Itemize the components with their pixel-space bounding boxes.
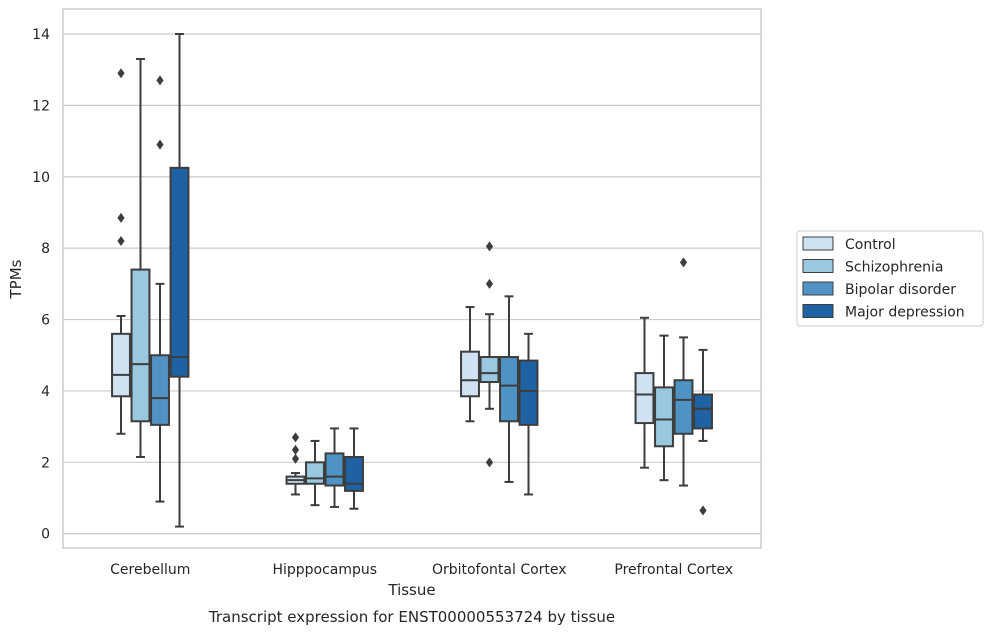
box-group [693,348,713,516]
outlier-point [291,453,300,464]
x-tick-label: Orbitofontal Cortex [432,562,567,578]
outlier-point [291,444,300,455]
outlier-point [291,432,300,443]
plot-frame [62,8,762,549]
legend-swatch [802,236,834,251]
outlier-point [699,505,707,516]
outlier-point [117,212,125,223]
box-group [634,316,655,469]
box-iqr [324,452,345,487]
y-tick-label: 10 [32,170,50,186]
y-tick-label: 8 [41,241,50,257]
outlier-point [485,241,494,252]
box-iqr [169,166,190,378]
outlier-point [485,278,494,289]
outlier-point [156,139,164,150]
y-axis-title: TPMs [7,259,25,299]
outlier-point [679,257,688,268]
chart-caption: Transcript expression for ENST0000055372… [208,608,615,626]
outlier-point [485,457,494,468]
box-layer [111,32,713,528]
box-iqr [693,393,713,430]
box-group [518,332,539,496]
box-iqr [499,356,519,423]
x-tick-label: Hipppocampus [272,562,377,578]
box-group [499,295,519,483]
box-iqr [460,350,480,398]
y-tick-label: 4 [41,384,50,400]
box-group [285,432,306,496]
box-group [344,427,364,510]
box-group [479,241,500,468]
grid-lines [63,33,761,535]
box-iqr [305,461,325,485]
y-tick-label: 14 [32,27,50,43]
box-group [111,68,131,435]
box-group [324,427,345,508]
box-group [654,334,674,482]
outlier-point [156,75,164,86]
box-iqr [111,332,131,398]
box-group [150,75,170,503]
y-tick-label: 6 [41,313,50,329]
box-iqr [654,386,674,448]
legend-swatch [802,281,834,296]
box-group [305,439,325,507]
legend-swatch [802,259,834,273]
outlier-point [117,236,125,247]
legend-label: Schizophrenia [845,260,943,276]
legend-swatch [802,304,834,318]
legend-label: Major depression [845,305,965,321]
y-tick-labels: 0 2 4 6 8 10 12 14 [32,27,50,543]
legend-label: Bipolar disorder [845,282,956,298]
outlier-point [117,68,125,79]
box-group [460,306,480,423]
legend: Control Schizophrenia Bipolar disorder Majo… [796,230,984,327]
box-group [673,257,694,487]
x-tick-label: Cerebellum [110,562,190,578]
legend-label: Control [845,237,896,253]
box-group [130,57,151,458]
box-iqr [673,379,694,435]
box-iqr [344,455,364,492]
box-iqr [518,359,539,426]
box-group [169,32,190,528]
y-tick-label: 0 [41,527,50,543]
legend-frame [796,230,984,327]
box-iqr [634,372,655,425]
y-tick-label: 12 [32,98,50,114]
y-tick-label: 2 [41,455,50,471]
x-tick-labels: Cerebellum Hipppocampus Orbitofontal Corte… [110,562,733,578]
x-axis-title: Tissue [387,581,435,599]
box-iqr [479,356,500,384]
box-iqr [130,268,151,423]
x-tick-label: Prefrontal Cortex [614,562,733,578]
box-iqr [150,354,170,426]
